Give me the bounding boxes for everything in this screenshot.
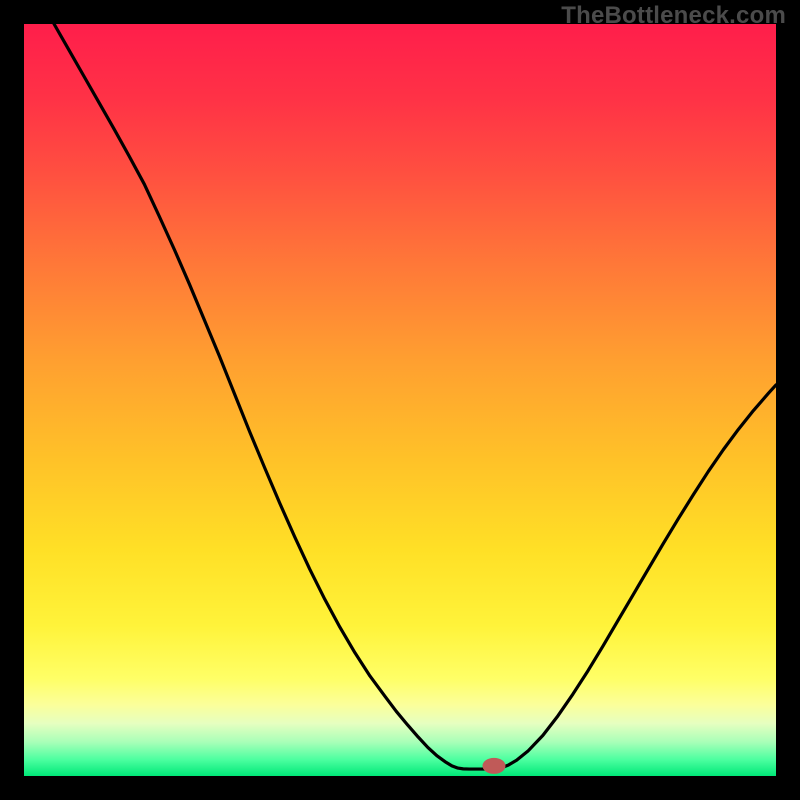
bottleneck-curve-chart xyxy=(0,0,800,800)
chart-frame: TheBottleneck.com xyxy=(0,0,800,800)
plot-background xyxy=(24,24,776,776)
optimal-point-marker xyxy=(483,758,505,773)
watermark-text: TheBottleneck.com xyxy=(561,2,786,30)
